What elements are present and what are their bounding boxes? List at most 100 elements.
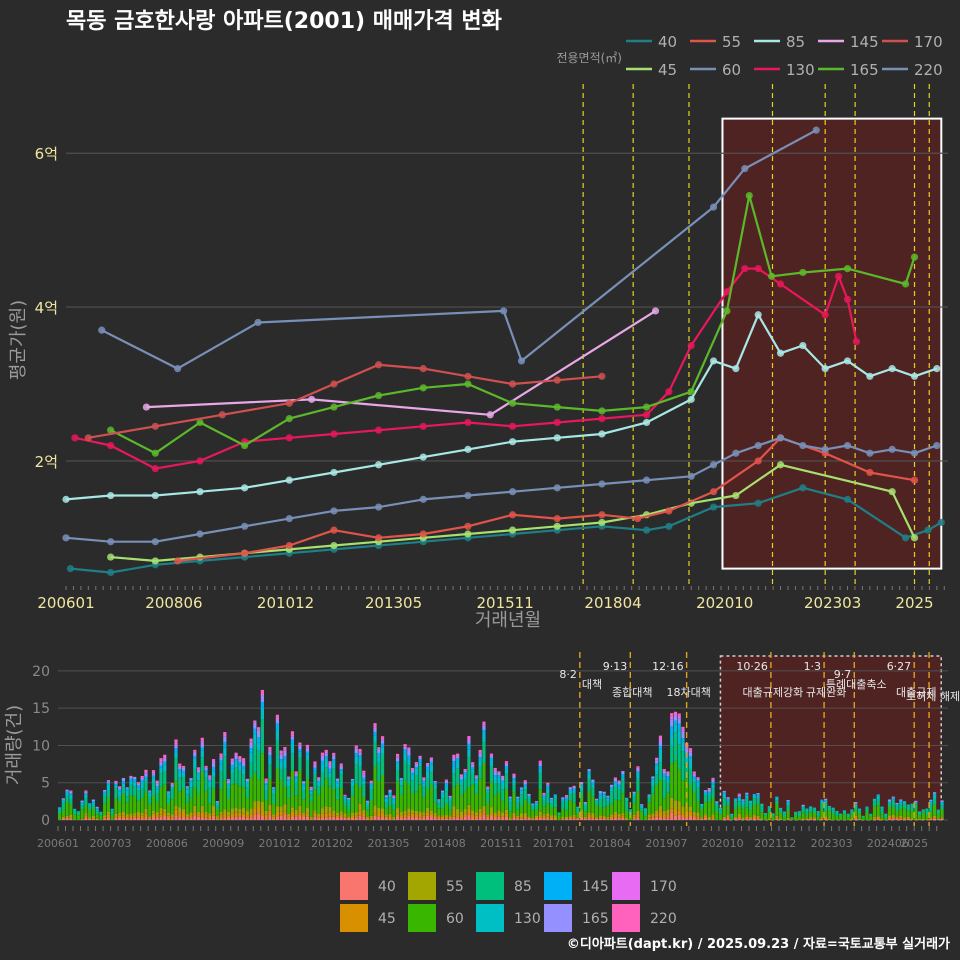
volume-bar-55	[298, 805, 302, 813]
volume-bar-220	[106, 780, 111, 782]
volume-bar-130	[914, 802, 918, 805]
volume-bar-165	[726, 797, 730, 799]
volume-bar-60	[794, 814, 798, 820]
volume-bar-170	[670, 716, 674, 720]
volume-bar-220	[200, 737, 204, 741]
volume-bar-45	[215, 818, 219, 820]
volume-bar-220	[658, 735, 663, 738]
volume-bar-130	[320, 764, 325, 773]
volume-bar-45	[489, 813, 494, 816]
data-point-130	[330, 430, 338, 438]
volume-bar-45	[444, 817, 448, 819]
volume-bar-165	[703, 790, 708, 792]
volume-bar-85	[238, 770, 242, 786]
volume-legend-swatch-85	[476, 872, 504, 900]
volume-bar-60	[189, 797, 193, 813]
volume-bar-130	[234, 761, 238, 768]
data-point-85	[754, 311, 762, 319]
volume-bar-45	[775, 817, 779, 819]
volume-bar-85	[549, 803, 554, 808]
volume-x-tick-label: 201408	[424, 837, 466, 850]
volume-bar-60	[658, 780, 663, 806]
volume-bar-145	[65, 791, 69, 794]
volume-bar-55	[279, 806, 283, 812]
volume-bar-165	[384, 795, 388, 798]
volume-bar-130	[459, 782, 464, 786]
volume-bar-40	[722, 818, 726, 820]
volume-bar-165	[155, 783, 159, 787]
volume-bar-60	[163, 784, 167, 809]
volume-bar-60	[872, 806, 877, 817]
volume-bar-45	[426, 812, 430, 816]
volume-bar-145	[891, 797, 895, 800]
volume-bar-165	[722, 790, 726, 793]
volume-bar-165	[497, 772, 501, 776]
volume-bar-145	[80, 802, 84, 804]
volume-bar-165	[185, 786, 189, 788]
volume-bar-40	[395, 816, 400, 820]
volume-bar-55	[422, 812, 426, 816]
volume-bar-130	[613, 782, 617, 787]
data-point-60	[843, 441, 852, 450]
volume-bar-85	[305, 760, 310, 780]
volume-bar-145	[204, 770, 208, 773]
volume-bar-55	[287, 813, 291, 817]
volume-bar-40	[287, 818, 291, 820]
volume-bar-85	[313, 774, 317, 790]
volume-bar-55	[437, 815, 441, 817]
data-point-130	[665, 388, 673, 396]
volume-bar-45	[531, 818, 535, 820]
volume-bar-85	[245, 787, 249, 798]
data-point-55	[910, 476, 919, 484]
volume-bar-165	[264, 780, 268, 783]
volume-bar-130	[148, 793, 152, 797]
volume-bar-40	[320, 817, 325, 820]
volume-bar-165	[932, 792, 937, 794]
volume-bar-165	[692, 774, 696, 777]
volume-bar-55	[760, 818, 764, 820]
volume-bar-55	[463, 808, 467, 814]
volume-bar-165	[313, 764, 317, 768]
volume-bar-145	[208, 779, 212, 782]
volume-bar-45	[752, 816, 756, 819]
volume-bar-40	[245, 817, 249, 820]
volume-bar-170	[313, 763, 317, 765]
volume-bar-60	[643, 816, 648, 820]
volume-bar-85	[73, 810, 77, 815]
volume-bar-165	[504, 764, 509, 767]
volume-bar-85	[392, 804, 396, 810]
volume-bar-130	[647, 795, 651, 798]
volume-bar-85	[519, 794, 524, 806]
volume-bar-130	[335, 783, 340, 788]
volume-bar-85	[200, 757, 204, 772]
policy-label: 대책	[582, 678, 602, 691]
data-point-85	[642, 418, 651, 427]
data-point-165	[745, 191, 753, 200]
volume-bar-145	[215, 802, 219, 805]
volume-bar-85	[369, 789, 373, 801]
volume-bar-130	[365, 802, 370, 806]
volume-bar-145	[820, 799, 824, 801]
x-tick-label: 2025	[895, 594, 933, 612]
data-point-165	[642, 403, 651, 411]
volume-chart: 8·2대책9·13종합대책12·1618차대책10·26대출규제강화1·3규제완…	[4, 652, 960, 932]
volume-bar-220	[504, 761, 509, 763]
volume-bar-45	[456, 814, 460, 818]
volume-bar-145	[294, 776, 298, 779]
volume-bar-85	[501, 789, 505, 802]
volume-bar-60	[151, 795, 156, 811]
volume-bar-60	[155, 801, 159, 813]
volume-bar-60	[463, 790, 467, 809]
volume-bar-165	[407, 750, 411, 756]
volume-bar-45	[84, 815, 88, 818]
volume-bar-130	[579, 785, 584, 791]
data-point-220	[812, 126, 820, 134]
volume-bar-60	[902, 808, 907, 818]
volume-bar-170	[211, 760, 216, 763]
volume-bar-55	[350, 812, 355, 816]
volume-bar-145	[741, 800, 745, 802]
volume-bar-85	[516, 802, 520, 810]
volume-bar-55	[493, 812, 497, 816]
volume-bar-165	[114, 782, 118, 785]
volume-bar-40	[133, 817, 137, 820]
